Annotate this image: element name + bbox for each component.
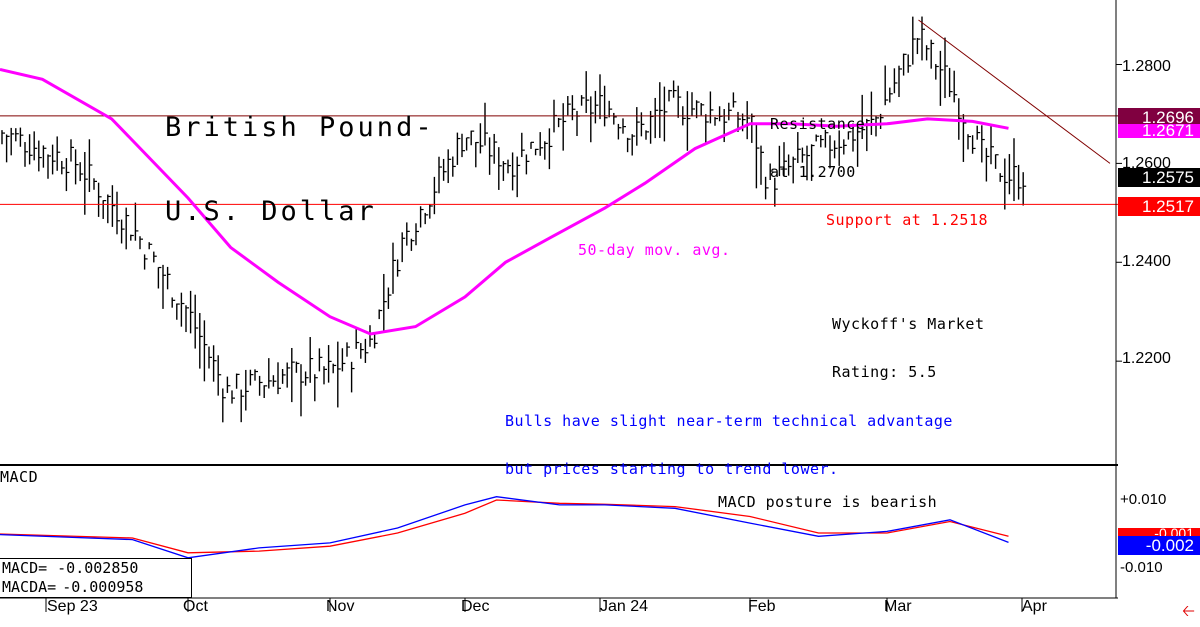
x-tick-label: Dec bbox=[461, 598, 490, 615]
moving-average-price-tag: 1.2671 bbox=[1118, 124, 1200, 138]
macd-readout-value: -0.002850 bbox=[57, 559, 139, 577]
x-axis-ticks bbox=[45, 598, 1023, 612]
rating-annotation-line-2: Rating: 5.5 bbox=[832, 363, 937, 381]
trendline bbox=[918, 19, 1111, 164]
scroll-left-arrow-icon[interactable]: 🡠 bbox=[1182, 601, 1195, 620]
macd-tag: -0.002 bbox=[1118, 536, 1200, 555]
x-tick-label: Apr bbox=[1022, 598, 1047, 615]
rating-annotation-line-1: Wyckoff's Market bbox=[832, 315, 985, 333]
macd-line bbox=[0, 496, 1009, 559]
support-annotation: Support at 1.2518 bbox=[826, 211, 989, 229]
macd-readout-label: MACD= bbox=[2, 559, 48, 577]
macd-values-box: MACD= -0.002850 MACDA= -0.000958 bbox=[0, 558, 192, 598]
rating-annotation: Wyckoff's Market Rating: 5.5 bbox=[832, 284, 985, 396]
x-tick-label: Feb bbox=[748, 598, 776, 615]
macda-readout-label: MACDA= bbox=[2, 578, 57, 596]
resistance-price-tag: 1.2696 bbox=[1118, 108, 1200, 127]
y-axis-ticks bbox=[1116, 64, 1122, 362]
y-tick-label: 1.2200 bbox=[1122, 350, 1171, 367]
x-tick-label: Jan 24 bbox=[600, 598, 649, 615]
moving-average-annotation: 50-day mov. avg. bbox=[578, 241, 731, 259]
y-tick-label: 1.2800 bbox=[1122, 58, 1171, 75]
macd-y-tick-label: -0.010 bbox=[1120, 559, 1163, 576]
macda-tag: -0.001 bbox=[1118, 528, 1200, 538]
macd-readout: MACD= -0.002850 bbox=[2, 559, 191, 578]
macd-panel-label: MACD bbox=[0, 468, 39, 486]
price-bars bbox=[1, 16, 1027, 423]
x-tick-label: Mar bbox=[884, 598, 912, 615]
macd-posture-annotation: MACD posture is bearish bbox=[718, 493, 938, 511]
macda-readout: MACDA= -0.000958 bbox=[2, 578, 191, 597]
x-tick-label: Oct bbox=[183, 598, 208, 615]
x-tick-label: Sep 23 bbox=[47, 598, 98, 615]
support-price-tag: 1.2517 bbox=[1118, 197, 1200, 216]
x-tick-label: Nov bbox=[326, 598, 355, 615]
chart-title: British Pound- U.S. Dollar bbox=[165, 58, 435, 254]
y-tick-label: 1.2600 bbox=[1122, 155, 1171, 172]
bulls-annotation: Bulls have slight near-term technical ad… bbox=[505, 381, 953, 493]
resistance-annotation-line-2: at 1.2700 bbox=[770, 163, 856, 181]
last-price-tag: 1.2575 bbox=[1118, 168, 1200, 187]
macda-line bbox=[0, 499, 1009, 554]
chart-title-line-1: British Pound- bbox=[165, 112, 435, 143]
resistance-annotation: Resistance at 1.2700 bbox=[770, 84, 865, 196]
y-tick-label: 1.2400 bbox=[1122, 253, 1171, 270]
bulls-annotation-line-2: but prices starting to trend lower. bbox=[505, 460, 839, 478]
resistance-annotation-line-1: Resistance bbox=[770, 115, 866, 133]
macd-y-tick-label: +0.010 bbox=[1120, 491, 1167, 508]
macda-readout-value: -0.000958 bbox=[62, 578, 144, 596]
chart-title-line-2: U.S. Dollar bbox=[165, 196, 377, 227]
moving-average-line bbox=[0, 67, 1009, 336]
bulls-annotation-line-1: Bulls have slight near-term technical ad… bbox=[505, 412, 953, 430]
